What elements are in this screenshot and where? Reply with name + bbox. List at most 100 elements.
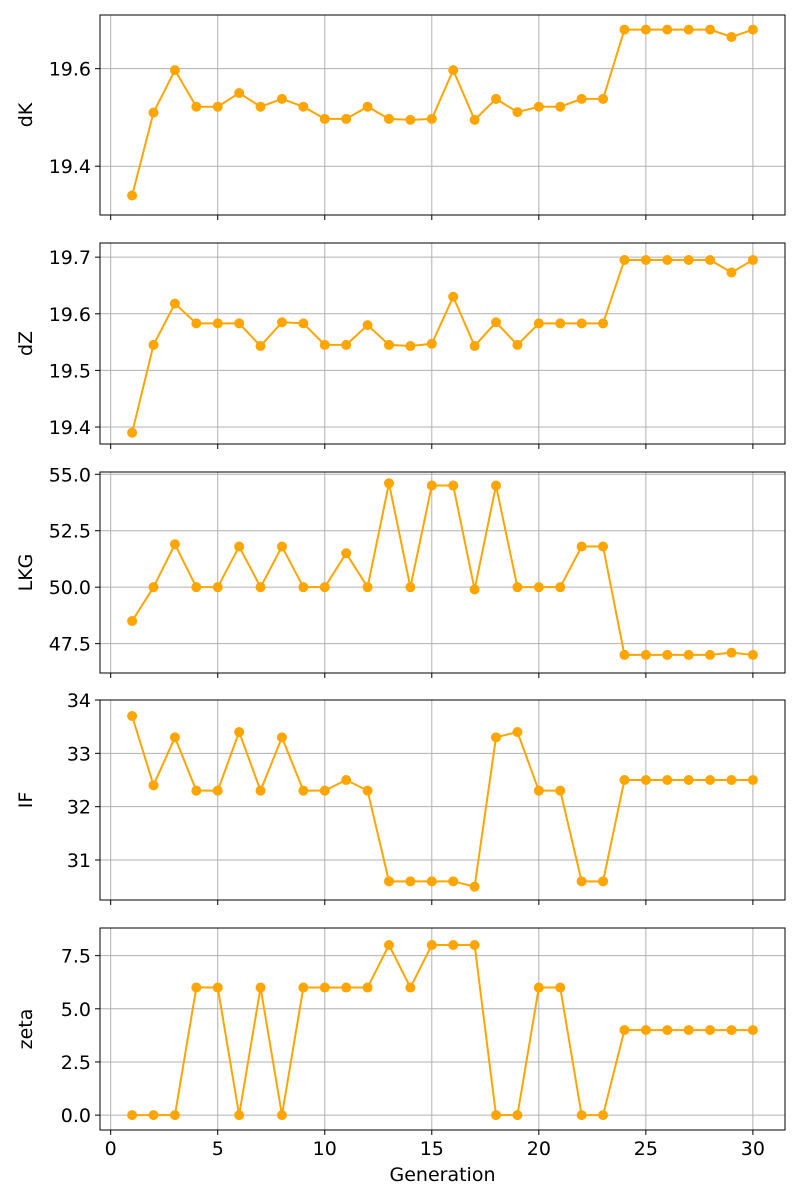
data-point (276, 93, 287, 104)
x-tick-label: 25 (634, 1138, 658, 1160)
data-point (512, 727, 523, 737)
data-point (362, 785, 373, 796)
data-point (747, 24, 758, 35)
data-point (148, 582, 159, 593)
x-tick-label: 20 (527, 1138, 551, 1160)
subplot-zeta: 0 5 10 15 20 25 30 0.0 2.5 5.0 7.5 zeta (15, 927, 786, 1160)
data-point (512, 107, 523, 118)
data-point (362, 320, 373, 331)
data-point (341, 775, 352, 785)
y-tick-label: 52.5 (49, 521, 91, 543)
y-tick-label: 5.0 (61, 999, 91, 1021)
data-point (491, 1110, 502, 1121)
data-point (555, 982, 566, 993)
data-point (640, 254, 651, 265)
y-tick-label: 50.0 (49, 577, 91, 599)
y-axis-label: IF (15, 792, 37, 809)
data-point (255, 101, 266, 112)
data-point (726, 267, 737, 278)
y-tick-label: 55.0 (49, 464, 91, 486)
y-tick-label: 2.5 (61, 1052, 91, 1074)
data-point (747, 1025, 758, 1036)
data-point (448, 480, 459, 491)
data-point (191, 785, 202, 796)
data-point (212, 318, 223, 329)
data-point (319, 113, 330, 124)
data-point (726, 31, 737, 42)
data-point (362, 982, 373, 993)
data-point (383, 940, 394, 951)
data-point (555, 101, 566, 112)
data-point (319, 339, 330, 350)
data-point (298, 982, 309, 993)
data-point (469, 940, 480, 951)
data-point (469, 584, 480, 595)
data-point (576, 1110, 587, 1121)
data-point (405, 582, 416, 593)
data-point (127, 1110, 138, 1121)
data-point (383, 339, 394, 350)
data-point (448, 291, 459, 302)
data-point (726, 775, 737, 785)
data-point (491, 732, 502, 743)
series-line (131, 258, 754, 433)
data-point (298, 101, 309, 112)
data-point (276, 1110, 287, 1121)
data-point (555, 318, 566, 329)
data-point (576, 318, 587, 329)
data-point (683, 1025, 694, 1036)
series-line (131, 483, 753, 656)
y-axis-label: dK (15, 102, 37, 127)
data-point (169, 298, 180, 309)
data-point (127, 616, 138, 627)
x-tick-label: 5 (212, 1138, 224, 1160)
data-point (705, 1025, 716, 1036)
data-point (319, 582, 330, 593)
data-point (683, 649, 694, 660)
y-axis-label: dZ (15, 331, 37, 356)
data-point (512, 1110, 523, 1121)
data-point (598, 1110, 609, 1121)
data-point (448, 65, 459, 76)
y-tick-label: 7.5 (61, 946, 91, 968)
x-tick-label: 30 (741, 1138, 765, 1160)
data-point (255, 785, 266, 796)
data-point (341, 982, 352, 993)
data-point (255, 582, 266, 593)
data-point (276, 732, 287, 743)
data-point (683, 775, 694, 785)
data-point (662, 24, 673, 35)
y-tick-label: 32 (67, 797, 91, 819)
data-point (512, 582, 523, 593)
subplot-dz: 19.4 19.5 19.6 19.7 dZ (15, 242, 786, 449)
data-point (276, 317, 287, 328)
plot-frame (99, 927, 786, 1131)
data-point (341, 113, 352, 124)
y-tick-label: 34 (67, 690, 91, 712)
data-point (405, 114, 416, 125)
data-point (362, 101, 373, 112)
data-point (298, 318, 309, 329)
y-axis-label: LKG (15, 554, 37, 592)
data-point (491, 317, 502, 328)
y-tick-label: 19.6 (49, 59, 91, 81)
data-point (705, 649, 716, 660)
y-tick-label: 19.4 (49, 417, 91, 439)
y-tick-label: 19.5 (49, 360, 91, 382)
data-point (148, 780, 159, 791)
data-point (619, 24, 630, 35)
x-tick-label: 10 (313, 1138, 337, 1160)
data-point (405, 876, 416, 887)
data-point (598, 93, 609, 104)
data-point (148, 339, 159, 350)
data-point (298, 785, 309, 796)
data-point (533, 318, 544, 329)
data-point (640, 649, 651, 660)
data-point (533, 982, 544, 993)
data-point (512, 339, 523, 350)
y-tick-label: 19.7 (49, 247, 91, 269)
y-tick-label: 47.5 (49, 634, 91, 656)
data-point (127, 190, 138, 201)
data-point (426, 480, 437, 491)
data-point (169, 539, 180, 550)
